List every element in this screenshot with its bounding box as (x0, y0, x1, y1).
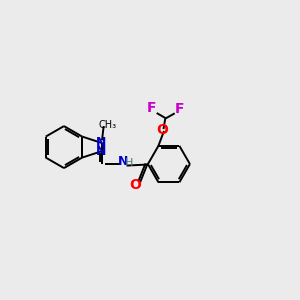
Text: O: O (129, 178, 141, 192)
Text: H: H (124, 158, 133, 168)
Text: CH₃: CH₃ (98, 120, 116, 130)
Text: O: O (157, 123, 168, 137)
Text: F: F (175, 102, 184, 116)
Text: N: N (96, 146, 106, 158)
Text: F: F (147, 101, 157, 115)
Text: N: N (96, 136, 106, 149)
Text: N: N (118, 155, 128, 168)
